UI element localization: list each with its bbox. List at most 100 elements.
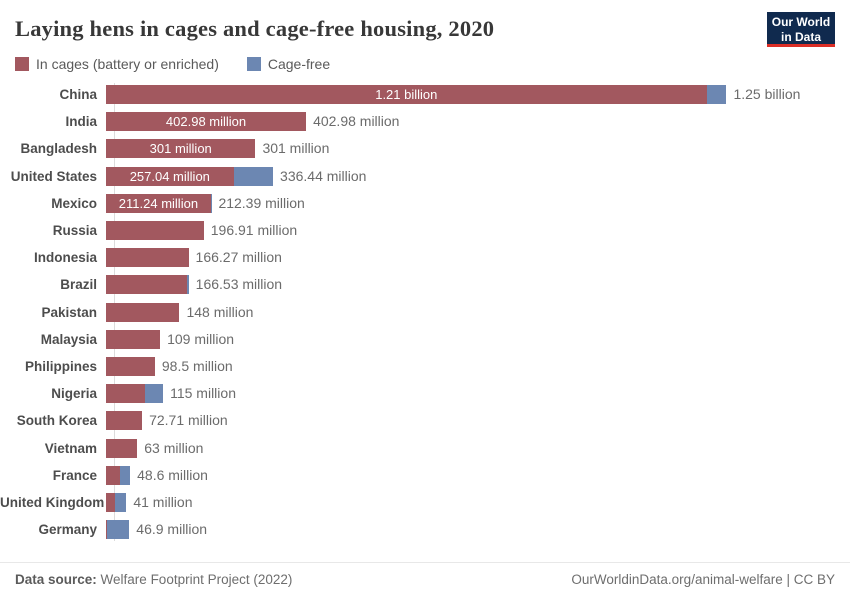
country-label: Pakistan (41, 304, 97, 320)
bar-cages[interactable] (106, 384, 146, 404)
bar-value-label: 63 million (144, 439, 204, 456)
data-source-prefix: Data source: (15, 572, 97, 587)
legend-item-cages: In cages (battery or enriched) (15, 56, 219, 72)
country-label: Mexico (51, 195, 97, 211)
country-label: Germany (38, 522, 97, 538)
bar-cagefree[interactable] (114, 492, 127, 512)
bar-value-label: 336.44 million (280, 167, 367, 184)
bar-track: 166.27 million (106, 248, 850, 268)
bar-value-label: 109 million (167, 330, 235, 347)
bar-cagefree[interactable] (233, 166, 274, 186)
bar-track: 63 million (106, 438, 850, 458)
bar-track: 148 million (106, 302, 850, 322)
bar-cages[interactable] (106, 356, 155, 376)
chart-row: Indonesia 166.27 million (0, 244, 850, 271)
bar-cages[interactable] (106, 275, 187, 295)
bar-inner-label: 402.98 million (165, 114, 247, 130)
chart-header: Laying hens in cages and cage-free housi… (0, 0, 850, 47)
chart-row: Nigeria 115 million (0, 380, 850, 407)
bar-value-label: 48.6 million (137, 466, 208, 483)
bar-cages[interactable] (106, 329, 161, 349)
country-label: Brazil (60, 277, 97, 293)
bar-value-label: 196.91 million (210, 222, 298, 239)
chart-row: Russia 196.91 million (0, 217, 850, 244)
chart-row: Pakistan 148 million (0, 299, 850, 326)
bar-track: 109 million (106, 329, 850, 349)
country-label: Bangladesh (20, 141, 97, 157)
chart-rows: China 1.21 billion 1.25 billion India 40… (0, 81, 850, 543)
chart-row: Vietnam 63 million (0, 434, 850, 461)
bar-cages[interactable] (106, 85, 707, 105)
chart-row: Brazil 166.53 million (0, 271, 850, 298)
bar-track: 257.04 million 336.44 million (106, 166, 850, 186)
bar-value-label: 115 million (170, 385, 236, 402)
country-label: Vietnam (44, 440, 97, 456)
bar-value-label: 301 million (262, 140, 330, 157)
bar-cages[interactable] (106, 438, 138, 458)
bar-cagefree[interactable] (706, 85, 727, 105)
bar-cages[interactable] (106, 139, 256, 159)
country-label: Philippines (24, 358, 97, 374)
chart-footer: Data source: Welfare Footprint Project (… (0, 562, 850, 587)
bar-cagefree[interactable] (210, 193, 212, 213)
credit-link[interactable]: OurWorldinData.org/animal-welfare | CC B… (571, 572, 835, 587)
data-source: Data source: Welfare Footprint Project (… (15, 572, 292, 587)
bar-value-label: 166.53 million (195, 276, 283, 293)
bar-value-label: 98.5 million (161, 357, 233, 374)
country-label: Indonesia (33, 250, 97, 266)
bar-value-label: 212.39 million (218, 194, 305, 211)
page-title: Laying hens in cages and cage-free housi… (15, 16, 495, 41)
bar-cagefree[interactable] (120, 465, 131, 485)
bar-cages[interactable] (106, 411, 143, 431)
country-label: United Kingdom (0, 494, 105, 510)
bar-cages[interactable] (106, 221, 204, 241)
bar-cages[interactable] (106, 492, 115, 512)
bar-cagefree[interactable] (186, 275, 189, 295)
chart-row: Malaysia 109 million (0, 326, 850, 353)
bar-value-label: 41 million (133, 493, 193, 510)
legend-label-cagefree: Cage-free (267, 56, 331, 72)
bar-value-label: 72.71 million (149, 412, 228, 429)
bar-cages[interactable] (106, 166, 234, 186)
chart-row: India 402.98 million 402.98 million (0, 108, 850, 135)
chart-row: Mexico 211.24 million 212.39 million (0, 190, 850, 217)
country-label: India (65, 114, 97, 130)
country-label: South Korea (16, 413, 97, 429)
bar-cages[interactable] (106, 302, 180, 322)
legend-item-cagefree: Cage-free (246, 56, 331, 72)
bar-cagefree[interactable] (145, 384, 164, 404)
owid-logo[interactable]: Our World in Data (767, 12, 835, 47)
data-source-text: Welfare Footprint Project (2022) (100, 572, 293, 587)
bar-cages[interactable] (106, 465, 121, 485)
chart-row: France 48.6 million (0, 462, 850, 489)
chart-row: China 1.21 billion 1.25 billion (0, 81, 850, 108)
bar-track: 196.91 million (106, 221, 850, 241)
bar-value-label: 402.98 million (313, 113, 400, 130)
chart-row: South Korea 72.71 million (0, 407, 850, 434)
bar-value-label: 148 million (186, 303, 254, 320)
country-label: United States (10, 168, 97, 184)
bar-track: 1.21 billion 1.25 billion (106, 85, 850, 105)
bar-cages[interactable] (106, 193, 211, 213)
cages-swatch-icon (15, 57, 29, 71)
bar-track: 41 million (106, 492, 850, 512)
bar-value-label: 166.27 million (195, 249, 282, 266)
bar-cages[interactable] (106, 520, 108, 540)
country-label: Nigeria (51, 386, 97, 402)
bar-track: 72.71 million (106, 411, 850, 431)
country-label: Russia (52, 223, 97, 239)
country-label: France (52, 467, 97, 483)
bar-cages[interactable] (106, 112, 307, 132)
bar-chart: China 1.21 billion 1.25 billion India 40… (0, 81, 850, 543)
country-label: Malaysia (40, 331, 97, 347)
bar-cages[interactable] (106, 248, 189, 268)
bar-cagefree[interactable] (107, 520, 130, 540)
bar-track: 166.53 million (106, 275, 850, 295)
chart-row: United States 257.04 million 336.44 mill… (0, 163, 850, 190)
bar-track: 98.5 million (106, 356, 850, 376)
bar-track: 46.9 million (106, 520, 850, 540)
bar-track: 115 million (106, 384, 850, 404)
cagefree-swatch-icon (246, 57, 261, 71)
chart-row: Germany 46.9 million (0, 516, 850, 543)
